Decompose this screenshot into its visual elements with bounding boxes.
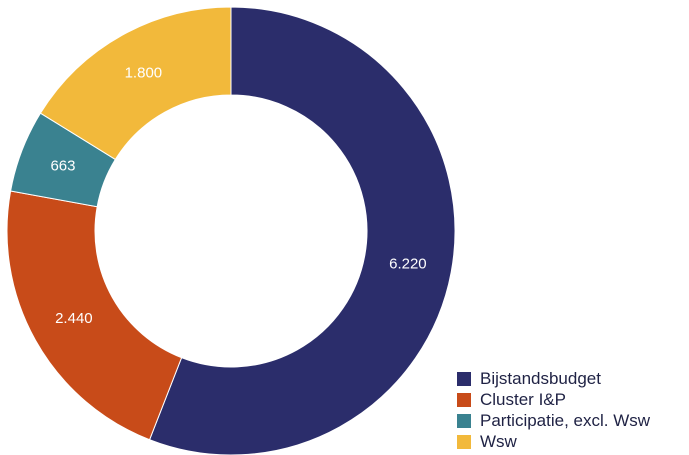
legend-swatch [457,434,471,449]
donut-slice-bijstandsbudget [148,6,456,455]
legend-label: Participatie, excl. Wsw [480,410,651,430]
donut-slice-wsw [39,6,232,161]
slice-value-label: 2.440 [55,310,93,327]
legend-item-wsw: Wsw [457,431,650,452]
slice-value-labels: 6.220 2.440 663 1.800 [50,65,426,327]
legend-item-bijstandsbudget: Bijstandsbudget [457,368,650,389]
chart-legend: Bijstandsbudget Cluster I&P Participatie… [457,368,650,452]
legend-label: Wsw [480,431,517,451]
slice-value-label: 6.220 [389,255,427,272]
legend-swatch [457,371,471,386]
legend-swatch [457,413,471,428]
legend-swatch [457,392,471,407]
legend-item-participatie: Participatie, excl. Wsw [457,410,650,431]
legend-label: Bijstandsbudget [480,368,601,388]
donut-slices [6,6,456,455]
slice-value-label: 1.800 [125,65,163,82]
legend-label: Cluster I&P [480,389,566,409]
donut-slice-cluster-i-p [6,190,183,441]
legend-item-cluster-ip: Cluster I&P [457,389,650,410]
slice-value-label: 663 [50,157,75,174]
